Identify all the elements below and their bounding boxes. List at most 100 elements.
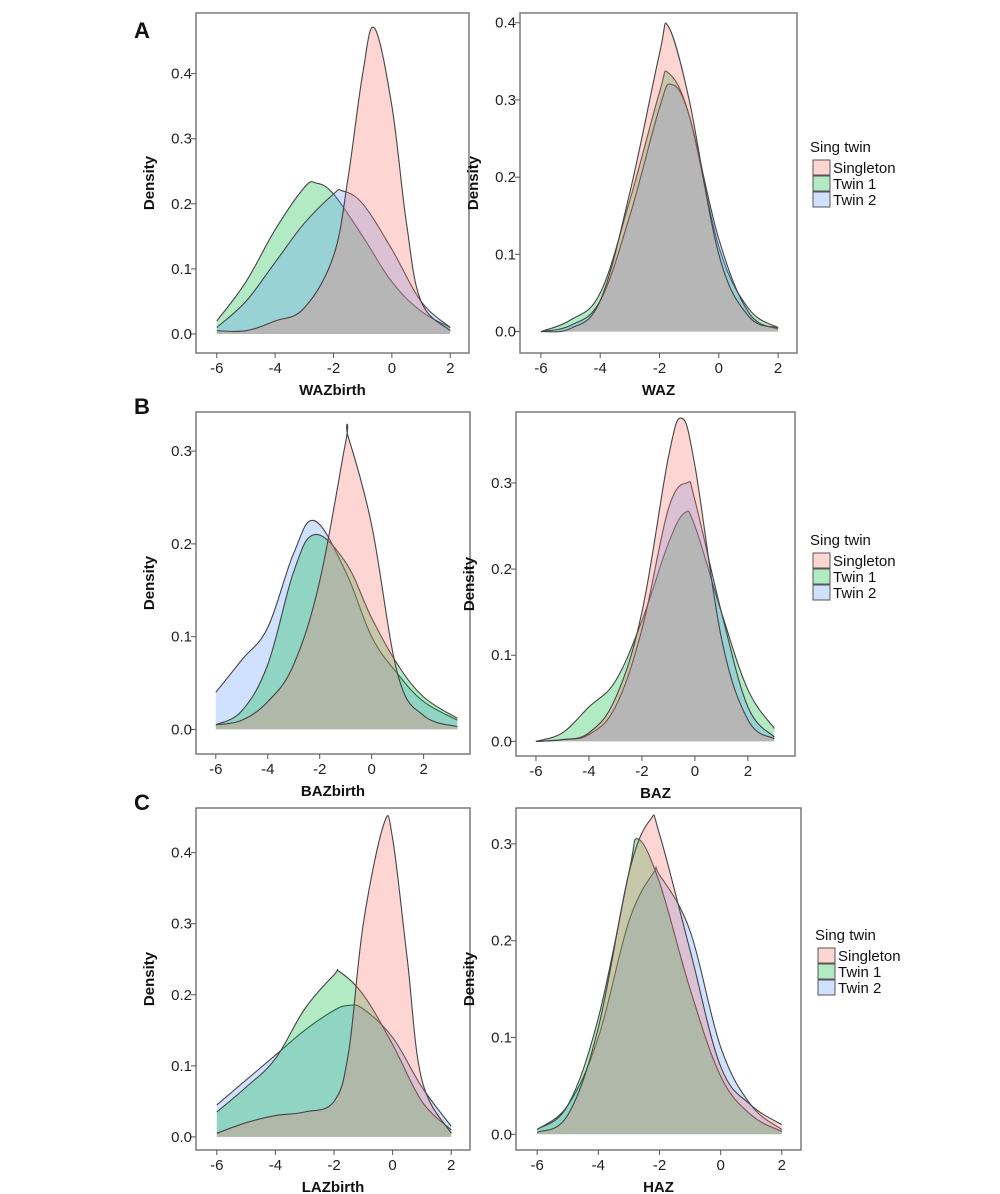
y-tick-label: 0.3 bbox=[495, 92, 516, 109]
y-tick-label: 0.2 bbox=[491, 561, 512, 578]
x-tick-label: 0 bbox=[716, 1157, 724, 1174]
y-axis-label: Density bbox=[141, 555, 158, 610]
x-tick-label: 0 bbox=[388, 1157, 396, 1174]
x-tick-label: -6 bbox=[209, 761, 222, 778]
x-tick-label: 0 bbox=[367, 761, 375, 778]
y-tick-label: 0.0 bbox=[171, 721, 192, 738]
y-tick-label: 0.0 bbox=[171, 1129, 192, 1146]
density-curve-twin-1 bbox=[215, 534, 458, 726]
row-label-c: C bbox=[134, 790, 150, 815]
plot-frame bbox=[195, 807, 471, 1151]
density-curve-twin-2 bbox=[540, 83, 779, 333]
y-tick-label: 0.3 bbox=[171, 916, 192, 933]
x-tick-label: -4 bbox=[268, 360, 281, 377]
density-area-singleton bbox=[215, 424, 458, 730]
density-curve-twin-2 bbox=[215, 519, 458, 721]
density-curve-singleton bbox=[535, 417, 775, 742]
legend-item-label: Singleton bbox=[833, 553, 896, 570]
x-tick-label: -6 bbox=[529, 763, 542, 780]
y-tick-label: 0.3 bbox=[491, 836, 512, 853]
x-tick-label: -2 bbox=[635, 763, 648, 780]
density-curve-singleton bbox=[540, 22, 779, 333]
density-curve-singleton bbox=[215, 423, 458, 728]
legend-item-label: Twin 2 bbox=[833, 192, 876, 209]
density-curve-singleton bbox=[536, 814, 783, 1133]
density-area-singleton bbox=[216, 815, 452, 1137]
density-area-twin-1 bbox=[540, 70, 779, 332]
x-axis-label: WAZbirth bbox=[299, 382, 366, 399]
density-area-twin-1 bbox=[216, 969, 452, 1137]
density-curve-twin-1 bbox=[535, 510, 775, 742]
x-axis-label: BAZbirth bbox=[301, 783, 365, 800]
density-curve-singleton bbox=[216, 815, 452, 1134]
density-area-singleton bbox=[216, 27, 451, 334]
x-tick-label: 2 bbox=[778, 1157, 786, 1174]
density-area-singleton bbox=[535, 418, 775, 742]
x-axis-label: BAZ bbox=[640, 785, 671, 802]
y-tick-label: 0.2 bbox=[171, 536, 192, 553]
y-axis-label: Density bbox=[141, 951, 158, 1006]
y-tick-label: 0.4 bbox=[495, 15, 516, 32]
x-tick-label: -6 bbox=[210, 360, 223, 377]
y-tick-label: 0.0 bbox=[491, 733, 512, 750]
x-tick-label: 0 bbox=[388, 360, 396, 377]
x-tick-label: 0 bbox=[715, 360, 723, 377]
x-tick-label: -6 bbox=[210, 1157, 223, 1174]
x-tick-label: 2 bbox=[774, 360, 782, 377]
density-area-twin-1 bbox=[537, 838, 782, 1135]
x-tick-label: 2 bbox=[419, 761, 427, 778]
density-curve-twin-2 bbox=[216, 1004, 452, 1127]
legend-title: Sing twin bbox=[815, 927, 876, 944]
x-tick-label: 2 bbox=[744, 763, 752, 780]
panel-a-right: -6 -4 -2 0 2 0.0 0.1 0.2 0.3 0.4 WAZ Density bbox=[465, 12, 798, 399]
x-tick-label: -2 bbox=[313, 761, 326, 778]
legend-item-label: Twin 2 bbox=[838, 980, 881, 997]
x-tick-label: -2 bbox=[653, 360, 666, 377]
density-panels: -6 -4 -2 0 2 0.0 0.1 0.2 0.3 0.4 WAZbirth Density -6… bbox=[141, 12, 802, 1194]
x-tick-label: 2 bbox=[447, 1157, 455, 1174]
density-area-twin-1 bbox=[215, 534, 458, 730]
y-tick-label: 0.1 bbox=[171, 629, 192, 646]
density-area-twin-2 bbox=[540, 84, 779, 332]
legend-swatch bbox=[812, 584, 831, 601]
legend-swatch bbox=[812, 552, 831, 569]
x-tick-label: 2 bbox=[446, 360, 454, 377]
plot-frame bbox=[195, 12, 470, 354]
y-tick-label: 0.1 bbox=[171, 1058, 192, 1075]
x-tick-label: -2 bbox=[327, 360, 340, 377]
x-tick-label: -4 bbox=[261, 761, 274, 778]
y-tick-label: 0.0 bbox=[491, 1126, 512, 1143]
legend-item-label: Twin 1 bbox=[833, 569, 876, 586]
panel-c-right: -6 -4 -2 0 2 0.0 0.1 0.2 0.3 HAZ Density bbox=[461, 807, 802, 1194]
row-label-b: B bbox=[134, 394, 150, 419]
density-curve-twin-1 bbox=[540, 70, 779, 333]
density-area-singleton bbox=[537, 815, 782, 1135]
density-area-twin-2 bbox=[535, 481, 775, 742]
y-axis-label: Density bbox=[141, 155, 158, 210]
x-axis-label: HAZ bbox=[643, 1179, 674, 1194]
x-tick-label: 0 bbox=[691, 763, 699, 780]
y-axis-label: Density bbox=[461, 951, 478, 1006]
x-axis-label: LAZbirth bbox=[302, 1179, 364, 1194]
y-tick-label: 0.3 bbox=[491, 475, 512, 492]
y-tick-label: 0.4 bbox=[171, 845, 192, 862]
panel-a-left: -6 -4 -2 0 2 0.0 0.1 0.2 0.3 0.4 WAZbirth Density bbox=[141, 12, 470, 399]
y-tick-label: 0.1 bbox=[171, 261, 192, 278]
density-curve-twin-2 bbox=[535, 481, 775, 742]
x-tick-label: -4 bbox=[582, 763, 595, 780]
x-tick-label: -4 bbox=[594, 360, 607, 377]
y-tick-label: 0.2 bbox=[171, 987, 192, 1004]
density-area-twin-2 bbox=[216, 189, 451, 334]
x-tick-label: -2 bbox=[327, 1157, 340, 1174]
x-tick-label: -6 bbox=[534, 360, 547, 377]
panel-b-left: -6 -4 -2 0 2 0.0 0.1 0.2 0.3 BAZbirth Density bbox=[141, 411, 471, 800]
legend-swatch bbox=[817, 979, 836, 996]
legend-swatch bbox=[812, 175, 831, 192]
legend-item-label: Singleton bbox=[833, 160, 896, 177]
plot-frame bbox=[519, 12, 798, 354]
y-tick-label: 0.1 bbox=[491, 647, 512, 664]
legend-swatch bbox=[812, 191, 831, 208]
